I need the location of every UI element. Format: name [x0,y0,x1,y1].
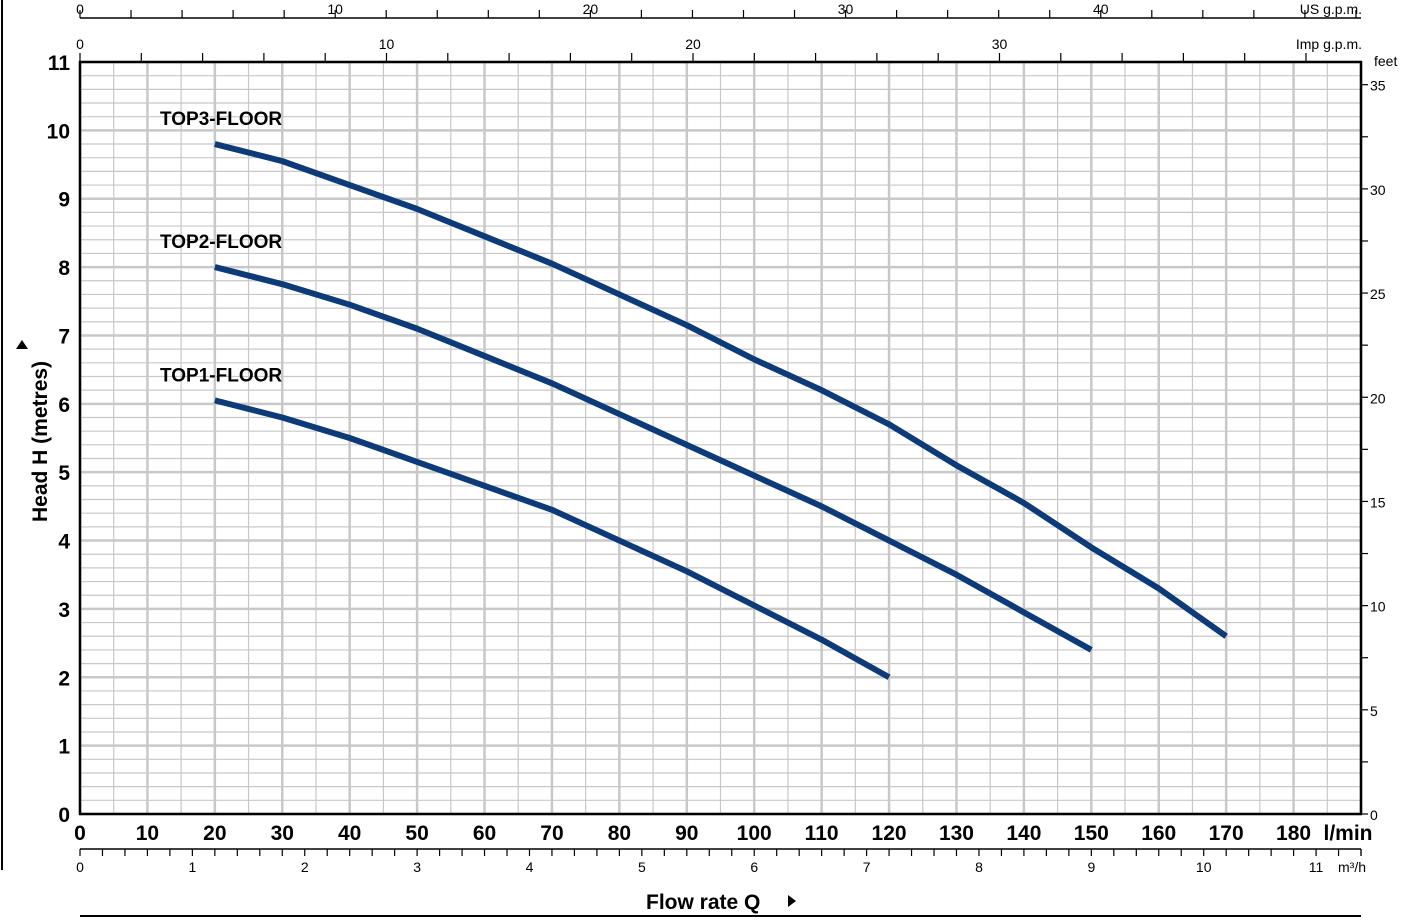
x-axis-arrow-icon [788,895,796,907]
curve-label: TOP3-FLOOR [160,109,282,130]
x-tick-label: 70 [540,822,563,845]
y-tick-label: 4 [58,531,70,554]
curve-label: TOP2-FLOOR [160,232,282,253]
m3h-tick-label: 1 [188,859,196,875]
m3h-tick-label: 10 [1196,859,1212,875]
curve-label: TOP1-FLOOR [160,365,282,386]
x-unit-label: l/min [1323,822,1372,845]
imp-gpm-tick-label: 30 [992,36,1008,52]
x-tick-label: 180 [1276,822,1311,845]
curve-top2-floor [214,264,1093,653]
us-gpm-tick-label: 10 [327,1,343,17]
x-tick-label: 20 [203,822,226,845]
x-tick-label: 0 [74,822,86,845]
y-tick-label: 5 [58,462,70,485]
m3h-tick-label: 5 [638,859,646,875]
y-tick-label: 7 [58,325,70,348]
imp-gpm-tick-label: 20 [685,36,701,52]
x-tick-label: 170 [1209,822,1244,845]
y-tick-label: 2 [58,667,70,690]
us-gpm-tick-label: 30 [838,1,854,17]
x-tick-label: 10 [136,822,159,845]
feet-tick-label: 15 [1370,494,1386,510]
feet-tick-label: 30 [1370,182,1386,198]
y-tick-label: 11 [48,52,71,75]
x-tick-label: 130 [939,822,974,845]
m3h-unit-label: m³/h [1338,859,1366,875]
y-tick-label: 9 [58,189,70,212]
curve-top3-floor [214,141,1228,639]
x-tick-label: 120 [872,822,907,845]
us-gpm-unit-label: US g.p.m. [1300,1,1362,17]
us-gpm-tick-label: 20 [583,1,599,17]
x-tick-label: 150 [1074,822,1109,845]
m3h-tick-label: 11 [1309,859,1324,875]
x-tick-label: 80 [608,822,631,845]
curve-top1-floor [214,397,891,680]
y-tick-label: 1 [58,736,70,759]
x-tick-label: 90 [675,822,698,845]
x-tick-label: 60 [473,822,496,845]
y-tick-label: 8 [58,257,70,280]
y-tick-label: 6 [58,394,70,417]
x-tick-label: 160 [1141,822,1176,845]
feet-tick-label: 5 [1370,703,1378,719]
y-axis-arrow-icon [16,340,28,349]
feet-tick-label: 35 [1370,78,1386,94]
x-tick-label: 40 [338,822,361,845]
m3h-tick-label: 6 [750,859,758,875]
m3h-tick-label: 8 [975,859,983,875]
feet-tick-label: 10 [1370,599,1386,615]
us-gpm-tick-label: 0 [76,1,84,17]
feet-tick-label: 0 [1370,807,1378,823]
m3h-tick-label: 3 [413,859,421,875]
us-gpm-tick-label: 40 [1093,1,1109,17]
m3h-tick-label: 7 [863,859,871,875]
x-tick-label: 30 [271,822,294,845]
m3h-tick-label: 2 [301,859,309,875]
y-tick-label: 3 [58,599,70,622]
plot-frame [78,60,1363,816]
feet-unit-label: feet [1374,53,1397,69]
x-tick-label: 140 [1006,822,1041,845]
feet-tick-label: 25 [1370,286,1386,302]
m3h-tick-label: 0 [76,859,84,875]
imp-gpm-tick-label: 0 [76,36,84,52]
x-tick-label: 110 [805,822,839,845]
y-tick-label: 0 [58,804,70,827]
feet-tick-label: 20 [1370,390,1386,406]
imp-gpm-unit-label: Imp g.p.m. [1296,36,1362,52]
y-axis-title: Head H (metres) [29,361,52,522]
m3h-tick-label: 4 [526,859,534,875]
m3h-tick-label: 9 [1087,859,1095,875]
y-tick-label: 10 [47,120,70,143]
x-axis-title: Flow rate Q [646,891,760,914]
x-tick-label: 50 [405,822,428,845]
imp-gpm-tick-label: 10 [379,36,395,52]
x-tick-label: 100 [737,822,772,845]
